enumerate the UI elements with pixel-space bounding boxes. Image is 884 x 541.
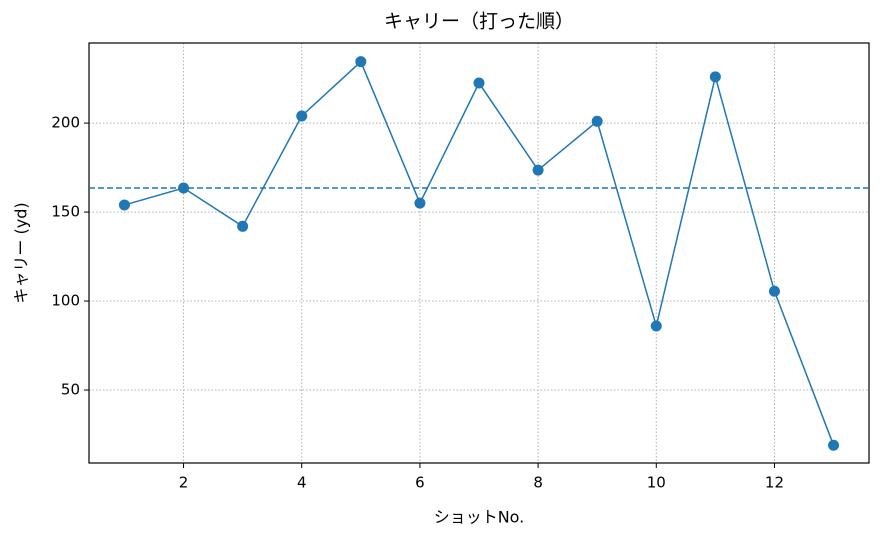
y-axis-label: キャリー (yd) xyxy=(12,202,31,303)
x-tick-label: 6 xyxy=(415,474,425,492)
x-axis-label: ショットNo. xyxy=(434,508,525,527)
point xyxy=(828,439,840,451)
point xyxy=(237,220,249,232)
x-tick-label: 4 xyxy=(297,474,307,492)
point xyxy=(473,77,485,89)
y-tick-label: 200 xyxy=(51,114,80,132)
y-tick-label: 100 xyxy=(51,292,80,310)
point xyxy=(118,199,130,211)
chart-title: キャリー（打った順） xyxy=(384,11,574,33)
point xyxy=(178,182,190,194)
y-tick-label: 50 xyxy=(61,381,80,399)
point xyxy=(591,115,603,127)
point xyxy=(709,71,721,83)
point xyxy=(355,56,367,68)
plot-frame xyxy=(88,42,870,464)
point xyxy=(650,320,662,332)
x-tick-label: 10 xyxy=(647,474,666,492)
point xyxy=(296,110,308,122)
point xyxy=(414,197,426,209)
point xyxy=(532,164,544,176)
series-line xyxy=(124,60,835,446)
point xyxy=(768,285,780,297)
x-tick-label: 2 xyxy=(179,474,189,492)
x-tick-label: 8 xyxy=(533,474,543,492)
y-tick-label: 150 xyxy=(51,203,80,221)
x-tick-label: 12 xyxy=(765,474,784,492)
